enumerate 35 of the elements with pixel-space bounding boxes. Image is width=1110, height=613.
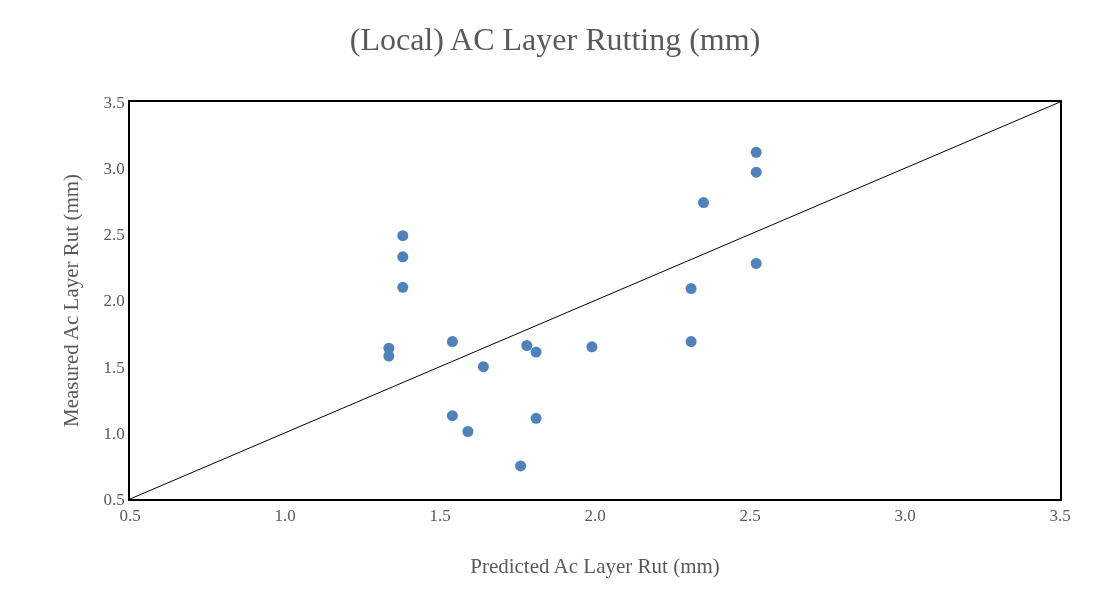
x-tick-label: 1.0 (274, 506, 296, 526)
y-tick-label: 1.0 (103, 423, 125, 443)
point (515, 460, 527, 472)
point (685, 283, 697, 295)
chart-title: (Local) AC Layer Rutting (mm) (349, 20, 761, 57)
point (530, 412, 542, 424)
x-axis-title: Predicted Ac Layer Rut (mm) (470, 553, 720, 578)
y-tick-label: 0.5 (103, 489, 125, 509)
y-axis-title: Measured Ac Layer Rut (mm) (58, 173, 83, 428)
point (750, 166, 762, 178)
x-tick-label: 0.5 (119, 506, 141, 526)
y-tick-label: 3.5 (103, 92, 125, 112)
x-tick-label: 3.5 (1049, 506, 1071, 526)
point (685, 336, 697, 348)
x-tick-label: 2.0 (584, 506, 606, 526)
x-tick-label: 2.5 (739, 506, 761, 526)
point (397, 281, 409, 293)
x-tick-label: 3.0 (894, 506, 916, 526)
point (521, 339, 533, 351)
point (750, 257, 762, 269)
point (750, 146, 762, 158)
point (530, 346, 542, 358)
x-tick-label: 1.5 (429, 506, 451, 526)
point (698, 197, 709, 209)
point (446, 336, 458, 348)
point (446, 410, 458, 422)
y-tick-label: 1.5 (103, 357, 125, 377)
point (477, 361, 489, 373)
point (462, 426, 474, 438)
point (397, 230, 409, 242)
y-tick-label: 3.0 (103, 159, 125, 179)
point (397, 251, 409, 263)
point (586, 341, 598, 353)
y-tick-label: 2.0 (103, 291, 125, 311)
y-tick-label: 2.5 (103, 225, 125, 245)
